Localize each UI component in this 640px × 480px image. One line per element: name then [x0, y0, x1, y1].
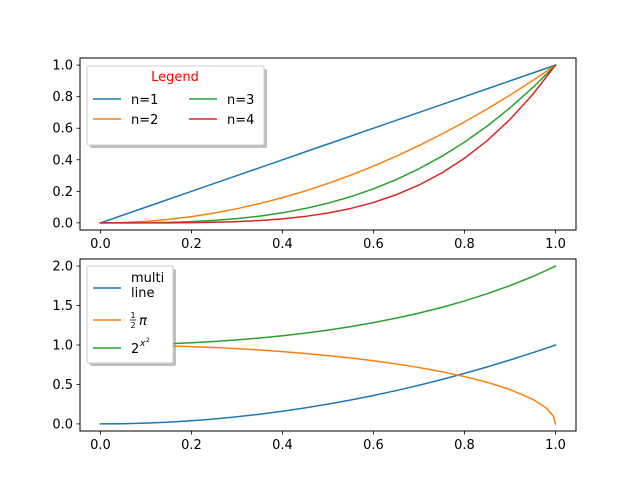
series-line-bottom-2	[99, 265, 557, 346]
x-tick-label-top-4: 0.8	[454, 237, 475, 252]
legend-bottom-label-exp: 2 x 2	[131, 337, 150, 357]
x-tick-label-bottom-5: 1.0	[545, 438, 566, 453]
legend-top-label-n2: n=2	[131, 113, 158, 128]
legend-bottom-label-half-pi: 1 2 π	[130, 311, 147, 330]
y-tick-label-top-3: 0.6	[52, 122, 73, 137]
series-line-bottom-0	[99, 344, 557, 425]
y-tick-label-bottom-2: 1.0	[52, 339, 73, 354]
y-tick-label-bottom-4: 2.0	[52, 260, 73, 275]
y-ticks-top: 0.0 0.2 0.4 0.6 0.8 1.0	[52, 59, 80, 231]
y-tick-label-top-4: 0.8	[52, 90, 73, 105]
y-tick-label-top-2: 0.4	[52, 153, 73, 168]
x-tick-label-top-5: 1.0	[545, 237, 566, 252]
x-tick-label-top-2: 0.4	[272, 237, 293, 252]
lines-top	[99, 64, 557, 224]
half-pi-denominator: 2	[130, 321, 135, 330]
exp-exponent: x	[139, 339, 146, 349]
x-tick-label-bottom-3: 0.6	[363, 438, 384, 453]
legend-bottom-label-multiline-line1: multi	[131, 271, 164, 286]
x-tick-label-bottom-2: 0.4	[272, 438, 293, 453]
legend-top-label-n4: n=4	[227, 113, 254, 128]
y-ticks-bottom: 0.0 0.5 1.0 1.5 2.0	[52, 260, 80, 432]
x-ticks-bottom: 0.0 0.2 0.4 0.6 0.8 1.0	[90, 431, 566, 453]
legend-bottom-label-multiline-line2: line	[131, 286, 154, 301]
half-pi-symbol: π	[139, 314, 147, 329]
y-tick-label-bottom-1: 0.5	[52, 378, 73, 393]
series-line-bottom-1	[99, 344, 557, 425]
legend-bottom-box	[86, 265, 174, 364]
axes-top: 0.0 0.2 0.4 0.6 0.8 1.0 0.0 0.2 0.4 0.6 0.8 1.0 Le…	[52, 57, 577, 252]
legend-top: Legend n=1 n=2 n=3 n=4	[86, 65, 267, 148]
exp-base: 2	[131, 342, 139, 357]
series-line-top-3	[99, 64, 557, 224]
x-tick-label-top-0: 0.0	[90, 237, 111, 252]
legend-bottom: multi line 1 2 π 2 x 2	[86, 265, 176, 366]
axes-frame-bottom	[79, 258, 577, 432]
legend-top-label-n1: n=1	[131, 93, 158, 108]
axes-frame-top	[79, 57, 577, 231]
y-tick-label-top-1: 0.2	[52, 185, 73, 200]
legend-top-box	[86, 65, 265, 146]
legend-bottom-label-multiline: multi line	[131, 271, 168, 301]
y-tick-label-bottom-3: 1.5	[52, 299, 73, 314]
exp-exponent-power: 2	[146, 337, 150, 344]
x-tick-label-top-1: 0.2	[181, 237, 202, 252]
y-tick-label-top-0: 0.0	[52, 216, 73, 231]
series-line-top-0	[99, 64, 557, 224]
x-ticks-top: 0.0 0.2 0.4 0.6 0.8 1.0	[90, 230, 566, 252]
series-line-top-1	[99, 64, 557, 224]
legend-top-title: Legend	[151, 70, 199, 85]
lines-bottom	[99, 265, 557, 425]
x-tick-label-bottom-4: 0.8	[454, 438, 475, 453]
x-tick-label-bottom-1: 0.2	[181, 438, 202, 453]
y-tick-label-bottom-0: 0.0	[52, 417, 73, 432]
x-tick-label-top-3: 0.6	[363, 237, 384, 252]
axes-bottom: 0.0 0.2 0.4 0.6 0.8 1.0 0.0 0.5 1.0 1.5 2.0 multi…	[52, 258, 577, 453]
legend-top-label-n3: n=3	[227, 93, 254, 108]
x-tick-label-bottom-0: 0.0	[90, 438, 111, 453]
half-pi-numerator: 1	[130, 311, 135, 320]
y-tick-label-top-5: 1.0	[52, 59, 73, 74]
